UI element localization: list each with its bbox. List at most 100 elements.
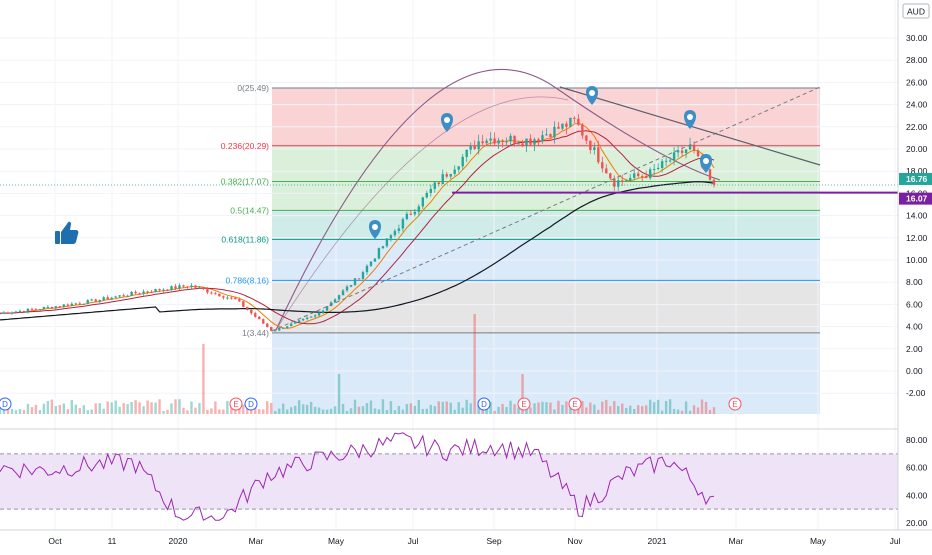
candle-body	[656, 167, 660, 170]
candle-body	[122, 295, 125, 297]
volume-bar	[609, 406, 612, 414]
volume-bar	[50, 399, 54, 414]
volume-bar	[373, 408, 377, 414]
candle-body	[142, 291, 145, 294]
candle-body	[660, 161, 664, 168]
volume-bar	[397, 405, 401, 414]
candle-body	[365, 265, 369, 273]
candle-body	[489, 138, 492, 141]
volume-bar	[457, 402, 460, 414]
volume-bar	[565, 401, 568, 414]
price-tick-label: 28.00	[906, 55, 928, 65]
fib-level-lines: 0(25.49) 0.236(20.29) 0.382(17.07) 0.5(14.4…	[221, 83, 820, 338]
thumb-cuff	[55, 231, 60, 244]
candle-body	[696, 150, 700, 157]
candle-body	[126, 295, 129, 297]
candle-body	[441, 174, 444, 185]
volume-bar	[297, 400, 301, 414]
volume-bar	[405, 404, 409, 414]
candle-body	[250, 309, 253, 314]
candle-body	[597, 147, 600, 163]
volume-bar	[708, 409, 712, 414]
candle-body	[162, 289, 165, 291]
volume-bar	[58, 404, 62, 414]
volume-bar	[337, 374, 341, 414]
volume-bar	[210, 408, 213, 414]
currency-badge	[902, 3, 930, 19]
candle-body	[625, 180, 628, 182]
volume-bar	[449, 402, 452, 414]
volume-bar	[509, 400, 512, 414]
volume-bar	[86, 410, 89, 414]
candle-body	[609, 173, 612, 179]
volume-bar	[102, 408, 105, 414]
volume-bar	[42, 403, 46, 414]
candle-body	[449, 173, 452, 177]
candle-body	[389, 235, 393, 239]
volume-bar	[501, 404, 504, 414]
candle-body	[712, 179, 716, 185]
candle-body	[98, 299, 101, 302]
thumbs-up-icon[interactable]	[55, 221, 79, 244]
candle-body	[262, 319, 265, 324]
event-marker-label: E	[572, 400, 577, 409]
fib-level-label: 0.382(17.07)	[221, 177, 269, 187]
candle-body	[62, 304, 66, 307]
candle-body	[297, 320, 301, 322]
candle-body	[521, 143, 524, 146]
price-tick-label: 14.00	[906, 211, 928, 221]
volume-bar	[453, 409, 456, 414]
volume-bar	[126, 404, 129, 414]
candle-body	[672, 152, 676, 161]
volume-bar	[158, 399, 161, 414]
volume-bar	[22, 409, 26, 414]
candle-body	[206, 289, 209, 293]
volume-bar	[617, 405, 620, 414]
candle-body	[569, 117, 572, 127]
volume-bar	[317, 407, 321, 414]
candle-body	[38, 309, 42, 311]
candle-body	[457, 166, 460, 170]
volume-bar	[696, 407, 700, 414]
candle-body	[166, 289, 169, 291]
volume-bar	[341, 403, 345, 414]
volume-bar	[553, 409, 556, 414]
candle-body	[425, 192, 429, 198]
volume-bar	[437, 401, 440, 414]
volume-bar	[461, 407, 464, 414]
volume-bar	[349, 408, 353, 414]
candle-body	[226, 297, 229, 299]
volume-bar	[202, 344, 205, 414]
event-marker	[517, 397, 531, 411]
event-marker	[229, 397, 243, 411]
pin-markers[interactable]	[368, 86, 713, 239]
candle-body	[0, 313, 2, 315]
volume-bar	[353, 399, 357, 414]
candle-body	[258, 316, 261, 320]
time-tick-label: 2020	[169, 536, 188, 546]
candle-body	[66, 304, 70, 306]
price-tick-label: -2.00	[906, 388, 926, 398]
volume-bar	[505, 406, 508, 414]
volume-bar	[106, 401, 109, 414]
candle-body	[70, 303, 73, 306]
volume-bar	[285, 409, 289, 414]
candle-body	[373, 258, 377, 262]
time-tick-label: Mar	[249, 536, 264, 546]
candle-body	[230, 297, 233, 299]
price-tick-label: 26.00	[906, 77, 928, 87]
arc-drawing[interactable]	[275, 69, 721, 331]
candle-body	[174, 286, 177, 289]
volume-bar	[114, 400, 117, 414]
map-pin-dot	[687, 114, 693, 120]
candles	[0, 114, 716, 332]
candle-body	[305, 317, 309, 319]
candle-body	[593, 147, 596, 151]
candle-body	[684, 149, 688, 153]
candle-body	[341, 290, 345, 296]
volume-bar	[289, 407, 293, 414]
volume-bar	[656, 399, 660, 414]
